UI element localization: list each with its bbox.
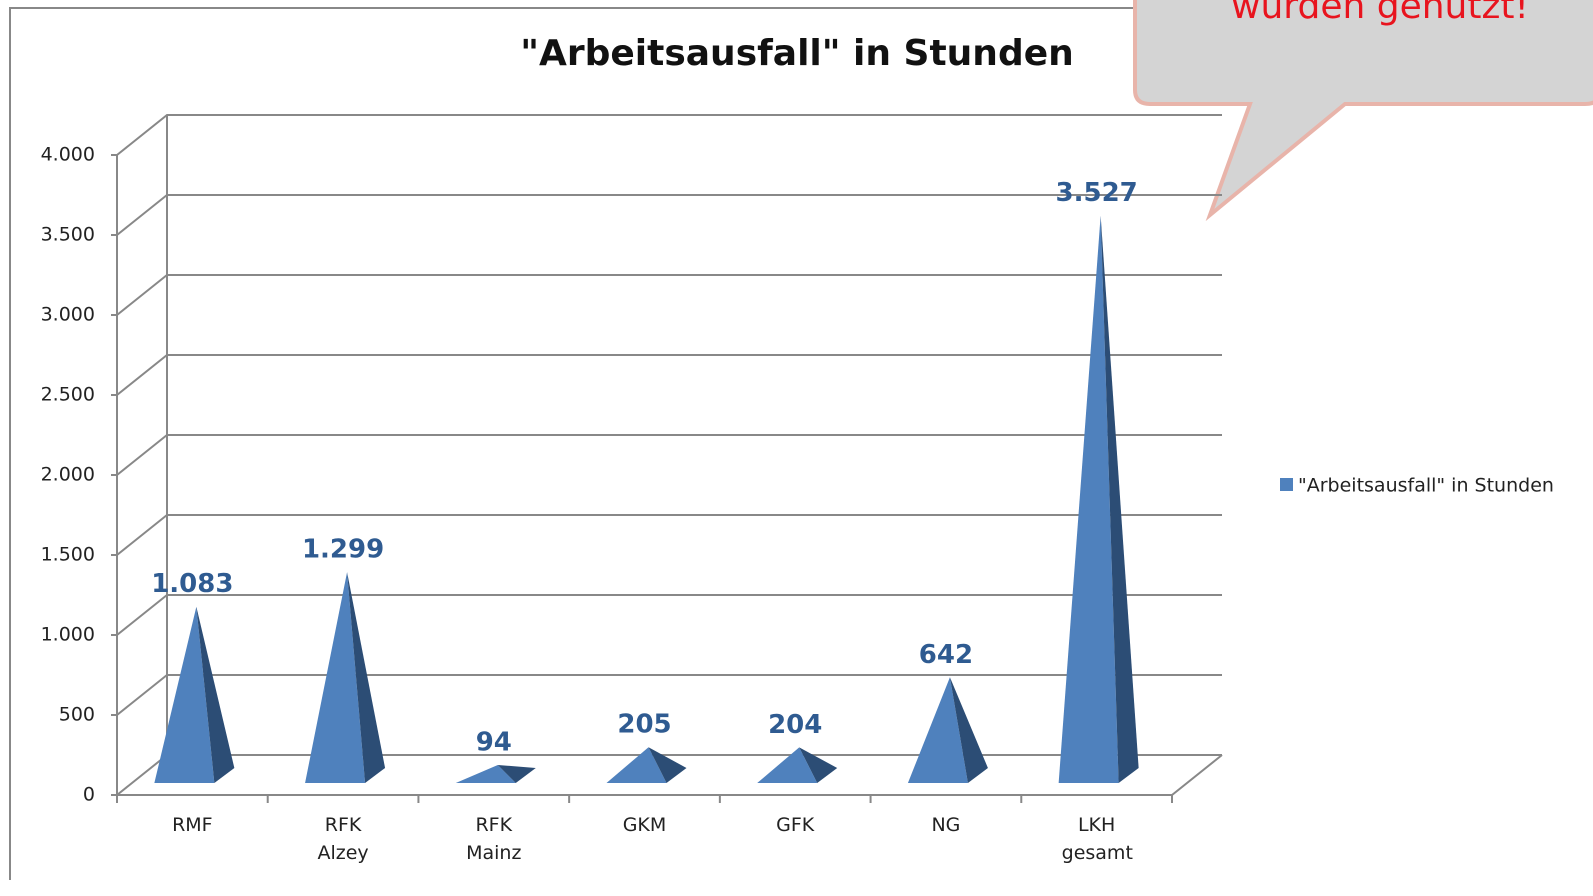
grid-line [116, 674, 1222, 716]
chart-title: "Arbeitsausfall" in Stunden [520, 33, 1074, 74]
y-tick-label: 1.500 [41, 544, 95, 566]
x-tick-label: RFK Mainz [466, 814, 522, 864]
bar-side [497, 764, 536, 783]
bar-side [196, 606, 235, 783]
x-tick-label: LKH gesamt [1061, 814, 1133, 864]
y-tick-label: 3.000 [41, 304, 95, 326]
annotation: wurden genutzt! [1231, 0, 1529, 27]
bar-front [606, 747, 667, 783]
grid-line [116, 194, 1222, 236]
grid-line [116, 274, 1222, 316]
value-label: 3.527 [1056, 178, 1138, 208]
bar [606, 747, 687, 783]
bar-front [455, 764, 516, 783]
bar-front [1058, 215, 1119, 783]
y-tick-label: 2.000 [41, 464, 95, 486]
grid-line [116, 434, 1222, 476]
x-tick-label: GKM [622, 814, 667, 836]
bar-front [907, 677, 968, 783]
x-tick-label: RMF [172, 814, 213, 836]
bar-front [305, 572, 366, 783]
bar [757, 747, 838, 783]
y-tick-label: 4.000 [41, 144, 95, 166]
value-label: 205 [617, 710, 671, 740]
bar-side [799, 747, 838, 783]
bar-front [757, 747, 818, 783]
grid-line [116, 514, 1222, 556]
y-tick-label: 0 [83, 784, 95, 806]
bar-side [1100, 215, 1139, 783]
y-tick-label: 500 [59, 704, 95, 726]
grid-line [116, 594, 1222, 636]
x-tick-label: NG [931, 814, 961, 836]
value-label: 1.083 [151, 569, 233, 599]
value-label: 642 [919, 640, 973, 670]
speech-bubble [1133, 0, 1593, 222]
legend-swatch [1280, 478, 1293, 491]
legend-label: "Arbeitsausfall" in Stunden [1298, 475, 1554, 497]
value-label: 94 [476, 727, 512, 757]
bar-side [648, 747, 687, 783]
grid-line [116, 114, 1222, 156]
x-tick-label: GFK [776, 814, 815, 836]
bar [305, 572, 386, 783]
chart-border [9, 7, 1140, 880]
grid-line [116, 354, 1222, 396]
bar [455, 764, 536, 783]
x-tick-label: RFK Alzey [317, 814, 369, 864]
bar [154, 606, 235, 783]
value-label: 1.299 [302, 535, 384, 565]
bar-front [154, 606, 215, 783]
bar-side [347, 572, 386, 783]
bar-side [949, 677, 988, 783]
bar [907, 677, 988, 783]
y-tick-label: 3.500 [41, 224, 95, 246]
bar [1058, 215, 1139, 783]
y-tick-label: 2.500 [41, 384, 95, 406]
y-tick-label: 1.000 [41, 624, 95, 646]
value-label: 204 [768, 710, 822, 740]
